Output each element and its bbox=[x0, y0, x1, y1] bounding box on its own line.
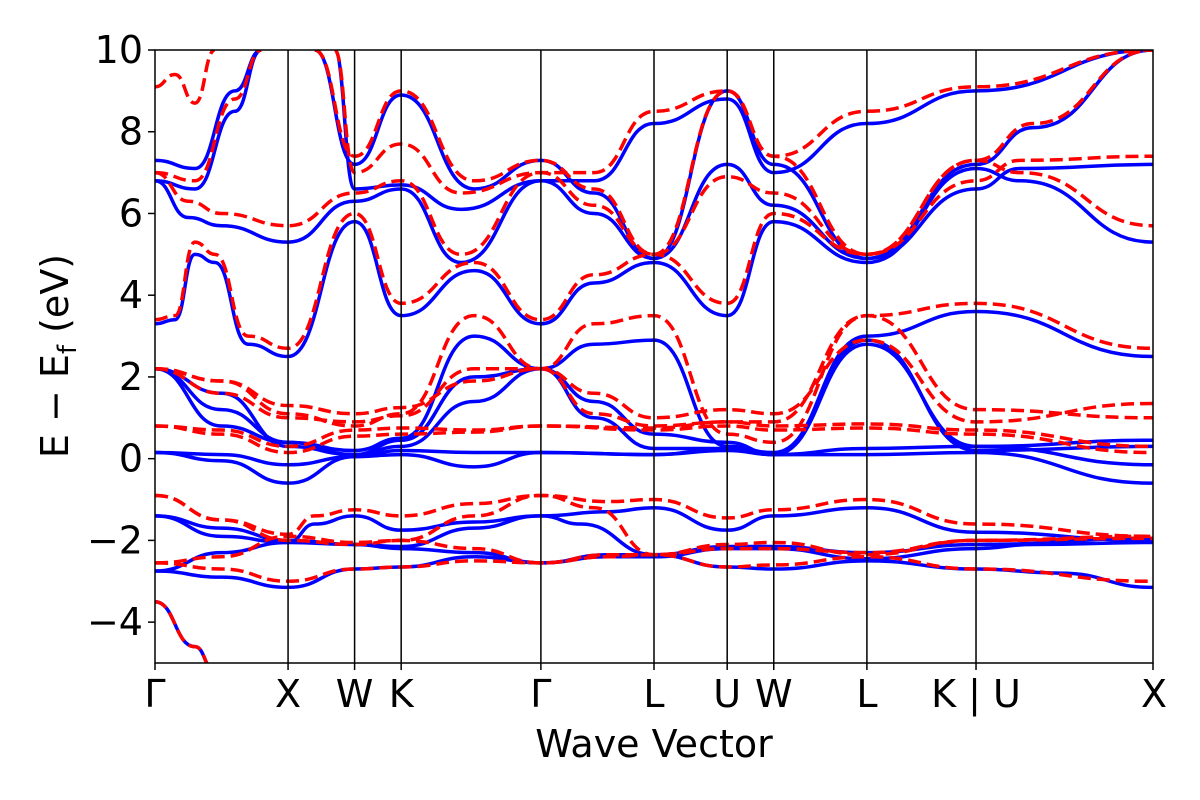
x-tick-label: W bbox=[755, 672, 793, 716]
solid-band-line bbox=[155, 444, 1153, 469]
y-tick-label: 10 bbox=[95, 28, 143, 72]
solid-band-line bbox=[155, 309, 1153, 455]
y-tick-label: −2 bbox=[87, 518, 143, 562]
kpoint-divider-lines bbox=[287, 50, 977, 663]
solid-band-line bbox=[155, 342, 1153, 457]
x-axis-label: Wave Vector bbox=[535, 722, 773, 766]
y-tick-label: −4 bbox=[87, 600, 143, 644]
x-tick-label: L bbox=[856, 672, 877, 716]
solid-band-line bbox=[155, 505, 1153, 545]
x-tick-label: L bbox=[643, 672, 664, 716]
y-axis-label-main: E − E bbox=[33, 354, 77, 458]
x-tick-label: W bbox=[336, 672, 374, 716]
y-tick-label: 2 bbox=[119, 355, 143, 399]
x-tick-label: K | U bbox=[931, 672, 1021, 717]
solid-band-line bbox=[332, 50, 1153, 212]
x-tick-label: Γ bbox=[144, 672, 165, 716]
y-tick-label: 0 bbox=[119, 437, 143, 481]
x-tick-label: X bbox=[1141, 672, 1167, 716]
y-axis-ticks: −4 −2 0 2 4 6 8 10 bbox=[87, 28, 155, 644]
dashed-band-line bbox=[155, 158, 1153, 351]
dashed-band-line bbox=[155, 599, 209, 663]
y-axis-label-unit: (eV) bbox=[33, 254, 77, 345]
x-tick-label: K bbox=[389, 672, 415, 716]
dashed-band-line bbox=[155, 50, 263, 183]
solid-band-line bbox=[155, 50, 262, 171]
y-tick-label: 8 bbox=[119, 110, 143, 154]
dashed-band-line bbox=[155, 154, 1153, 257]
y-tick-label: 6 bbox=[119, 191, 143, 235]
dashed-band-line bbox=[155, 313, 1153, 428]
dashed-band-line bbox=[155, 50, 216, 105]
dashed-band-line bbox=[155, 338, 1153, 424]
y-axis-label: E − Ef (eV) bbox=[33, 254, 83, 458]
y-tick-label: 4 bbox=[119, 273, 143, 317]
x-tick-label: Γ bbox=[530, 672, 551, 716]
dashed-band-line bbox=[155, 552, 1153, 584]
dashed-band-line bbox=[155, 493, 1153, 557]
dashed-band-line bbox=[155, 493, 1153, 539]
x-tick-label: U bbox=[713, 672, 741, 716]
dashed-band-line bbox=[155, 301, 1153, 445]
x-tick-label: X bbox=[275, 672, 301, 716]
y-axis-label-subscript: f bbox=[53, 344, 83, 354]
